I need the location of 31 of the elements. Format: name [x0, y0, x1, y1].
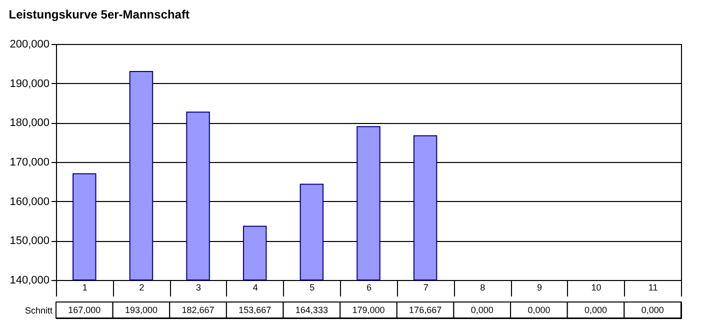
- y-tick-label: 180,000: [10, 117, 50, 130]
- x-tick-label: 10: [591, 282, 602, 292]
- text: Schnitt: [24, 306, 53, 316]
- text: 0,000: [584, 305, 608, 315]
- data-label: 164,333: [295, 305, 328, 315]
- x-tick-label: 4: [252, 282, 258, 292]
- data-label: 193,000: [124, 305, 158, 315]
- x-tick-label: 5: [310, 282, 315, 292]
- x-tick-label: 8: [480, 282, 486, 292]
- x-tick-label: 6: [366, 282, 372, 292]
- data-label: 167,000: [68, 305, 101, 315]
- data-label: 153,667: [238, 305, 272, 315]
- y-tick-label: 140,000: [10, 274, 50, 286]
- x-tick-label: 3: [196, 282, 202, 292]
- data-label: 179,000: [352, 305, 385, 315]
- x-tick-label: 9: [536, 282, 542, 292]
- y-tick-label: 170,000: [10, 156, 50, 168]
- y-tick-label: 190,000: [10, 78, 50, 90]
- x-tick-label: 7: [423, 282, 428, 292]
- x-tick-label: 1: [82, 282, 88, 292]
- x-tick-label: 11: [648, 282, 658, 292]
- data-label: 176,667: [409, 305, 442, 315]
- text: 0,000: [641, 305, 664, 315]
- y-tick-label: 160,000: [10, 196, 50, 208]
- data-label: 182,667: [182, 305, 214, 315]
- y-tick-label: 150,000: [10, 235, 50, 248]
- text: 0,000: [470, 305, 494, 315]
- chart-title: Leistungskurve 5er-Mannschaft: [8, 8, 190, 22]
- text: 0,000: [528, 305, 550, 315]
- y-tick-label: 200,000: [10, 38, 50, 50]
- x-tick-label: 2: [139, 282, 144, 292]
